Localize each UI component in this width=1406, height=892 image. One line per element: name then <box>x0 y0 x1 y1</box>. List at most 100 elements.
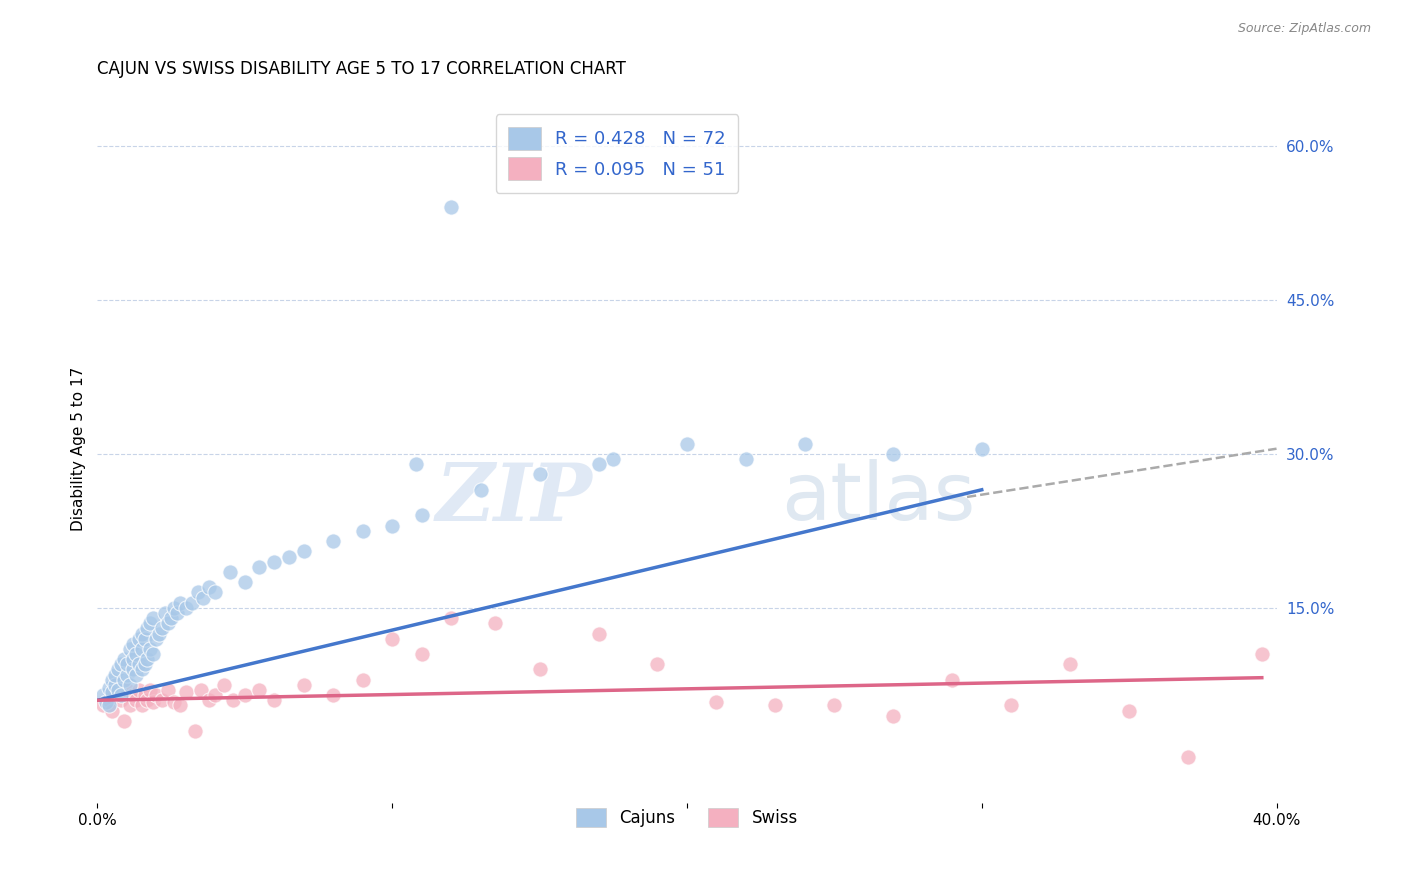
Point <box>763 698 786 713</box>
Point <box>204 688 226 702</box>
Point <box>142 611 165 625</box>
Point <box>91 698 114 713</box>
Point <box>941 673 963 687</box>
Point <box>793 436 815 450</box>
Point <box>104 678 127 692</box>
Point <box>169 596 191 610</box>
Point <box>118 642 141 657</box>
Point <box>118 698 141 713</box>
Point <box>970 442 993 456</box>
Point <box>101 704 124 718</box>
Point <box>110 657 132 672</box>
Point <box>142 695 165 709</box>
Point <box>352 673 374 687</box>
Point <box>134 632 156 646</box>
Point <box>128 632 150 646</box>
Point <box>131 663 153 677</box>
Point <box>735 452 758 467</box>
Point <box>174 685 197 699</box>
Point <box>676 436 699 450</box>
Point <box>131 698 153 713</box>
Point <box>169 698 191 713</box>
Point <box>107 683 129 698</box>
Point <box>249 683 271 698</box>
Text: atlas: atlas <box>782 459 976 537</box>
Point <box>174 600 197 615</box>
Point <box>183 724 205 739</box>
Point <box>706 695 728 709</box>
Text: ZIP: ZIP <box>436 459 592 537</box>
Point <box>101 673 124 687</box>
Point <box>104 667 127 681</box>
Point <box>112 652 135 666</box>
Point <box>136 652 159 666</box>
Point <box>110 693 132 707</box>
Point <box>1059 657 1081 672</box>
Point <box>124 667 146 681</box>
Point <box>219 565 242 579</box>
Point <box>163 695 186 709</box>
Point <box>381 632 404 646</box>
Point <box>1118 704 1140 718</box>
Point <box>529 663 551 677</box>
Point <box>121 688 143 702</box>
Point <box>139 642 162 657</box>
Point <box>204 585 226 599</box>
Point <box>249 559 271 574</box>
Point <box>157 683 180 698</box>
Point <box>131 642 153 657</box>
Point <box>131 626 153 640</box>
Point <box>882 708 904 723</box>
Point <box>1177 749 1199 764</box>
Point <box>263 693 285 707</box>
Point <box>104 688 127 702</box>
Point <box>484 616 506 631</box>
Point <box>121 652 143 666</box>
Point <box>121 637 143 651</box>
Point <box>440 200 463 214</box>
Point <box>98 698 121 713</box>
Point <box>588 626 610 640</box>
Point <box>411 647 433 661</box>
Point <box>115 657 138 672</box>
Point <box>128 657 150 672</box>
Point <box>1000 698 1022 713</box>
Point <box>101 685 124 699</box>
Point <box>145 688 167 702</box>
Point <box>153 606 176 620</box>
Point <box>136 693 159 707</box>
Point <box>136 621 159 635</box>
Point <box>405 457 427 471</box>
Point <box>112 714 135 728</box>
Point <box>180 596 202 610</box>
Point <box>124 647 146 661</box>
Point <box>166 606 188 620</box>
Point <box>98 693 121 707</box>
Point <box>107 663 129 677</box>
Point <box>411 508 433 523</box>
Point <box>222 693 245 707</box>
Point <box>602 452 624 467</box>
Point <box>148 626 170 640</box>
Point <box>198 580 221 594</box>
Point <box>142 647 165 661</box>
Point <box>233 688 256 702</box>
Point <box>163 600 186 615</box>
Point <box>212 678 235 692</box>
Point <box>112 673 135 687</box>
Point <box>190 683 212 698</box>
Point <box>647 657 669 672</box>
Point <box>193 591 215 605</box>
Point <box>470 483 492 497</box>
Text: Source: ZipAtlas.com: Source: ZipAtlas.com <box>1237 22 1371 36</box>
Point <box>157 616 180 631</box>
Point <box>322 688 344 702</box>
Point <box>588 457 610 471</box>
Point <box>292 544 315 558</box>
Point <box>91 688 114 702</box>
Point <box>110 688 132 702</box>
Point <box>292 678 315 692</box>
Point <box>115 667 138 681</box>
Point <box>134 657 156 672</box>
Point <box>233 575 256 590</box>
